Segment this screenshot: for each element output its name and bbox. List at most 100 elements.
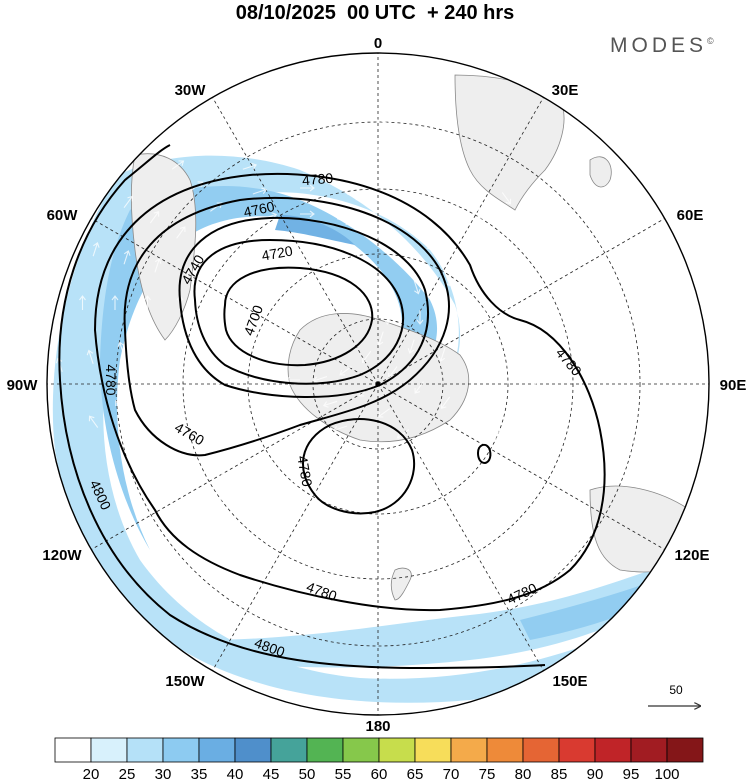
colorbar-tick-label: 55 [335,766,352,782]
contour-4780-inner [302,418,416,515]
wind-vector [339,366,352,376]
contour-label-4760: 4760 [242,198,276,220]
africa-land [454,74,565,211]
longitude-labels: 0 30E 60E 90E 120E 150E 180 150W 120W 90… [7,35,747,735]
wind-vector [444,272,452,287]
wind-vector [546,310,554,325]
contour-4740 [178,216,429,398]
wind-vector [202,241,212,254]
wind-vector [88,415,99,428]
wind-vector [242,162,258,170]
wind-vector [342,450,358,458]
wind-vector [285,402,300,410]
wind-vector [86,349,94,364]
wind-vector [434,471,448,481]
wind-vector [176,226,186,239]
wind-vector [140,462,154,473]
reference-vector-label: 50 [669,683,683,697]
latitude-circle-1 [312,318,444,450]
lon-label-180: 180 [365,718,390,735]
wind-band-outer [52,155,701,703]
wind-vector [422,237,433,251]
wind-vector [92,242,100,257]
meridian-line [377,97,544,385]
colorbar-swatch [54,737,92,763]
contour-label-4780-a: 4780 [301,170,334,189]
wind-vector [248,244,261,254]
wind-vector [229,223,242,233]
lon-label-120e: 120E [674,547,709,564]
south-america-land [130,153,197,341]
colorbar-tick-label: 95 [623,766,640,782]
contour-4720 [193,238,405,385]
colorbar-tick-label: 45 [263,766,280,782]
wind-vector [367,143,382,151]
lon-label-30w: 30W [175,82,207,99]
colorbar-tick-label: 100 [654,766,679,782]
wind-vector [438,347,446,362]
contour-label-4780-d: 4780 [294,454,315,488]
modes-logo: MODES© [610,34,714,57]
wind-vector [216,274,224,289]
wind-vector [415,450,429,460]
colorbar-swatch [126,737,164,763]
wind-vector [79,295,86,310]
colorbar-swatch [90,737,128,763]
colorbar-swatch [270,737,308,763]
wind-vector [285,506,300,514]
colorbar-swatch [234,737,272,763]
wind-vector [167,369,178,383]
contour-small-oval [476,443,492,465]
wind-vector [123,195,133,209]
colorbar-tick-label: 60 [371,766,388,782]
latitude-circle-2 [247,253,509,515]
wind-vector [111,295,119,310]
wind-vector [388,366,398,379]
wind-vector [382,288,390,303]
lon-label-60e: 60E [677,207,704,224]
colorbar-tick-label: 30 [155,766,172,782]
wind-vector [232,138,247,146]
meridian-line [91,218,379,385]
wind-vector [218,469,233,477]
wind-vector [363,499,378,507]
wind-vector [115,400,125,413]
contour-label-4780-b: 4780 [103,364,119,395]
colorbar-swatch [666,737,704,763]
wind-vector [467,411,477,425]
lon-label-30e: 30E [552,82,579,99]
colorbar-swatch [630,737,668,763]
wind-vector [300,106,315,114]
wind-vector [210,317,218,332]
wind-vector [144,295,151,310]
wind-vector [252,187,268,195]
lon-label-60w: 60W [47,207,79,224]
wind-vector [377,119,392,127]
lon-label-0: 0 [374,35,382,52]
madagascar-land [589,156,612,188]
wind-vector [154,258,162,273]
wind-vector [209,295,216,310]
wind-vector [179,420,192,431]
lon-label-150e: 150E [552,673,587,690]
wind-vector [185,266,193,281]
wind-vector [408,189,421,200]
wind-vector [469,355,477,370]
wind-vector [384,310,391,325]
wind-vector [370,268,380,281]
colorbar-swatch [450,737,488,763]
meridian-line [377,218,665,385]
wind-vector [501,192,512,205]
colorbar-swatch [342,737,380,763]
lon-label-90w: 90W [7,377,39,394]
contour-label-4760-b: 4760 [172,419,207,449]
meridian-line [377,383,665,550]
contour-label-4720: 4720 [260,242,294,263]
lon-label-150w: 150W [165,673,205,690]
wind-vector [300,158,315,166]
wind-vector [475,264,483,279]
wind-vector [531,371,539,386]
pole-marker [375,381,381,387]
lon-label-120w: 120W [42,547,82,564]
wind-vector [248,394,264,402]
